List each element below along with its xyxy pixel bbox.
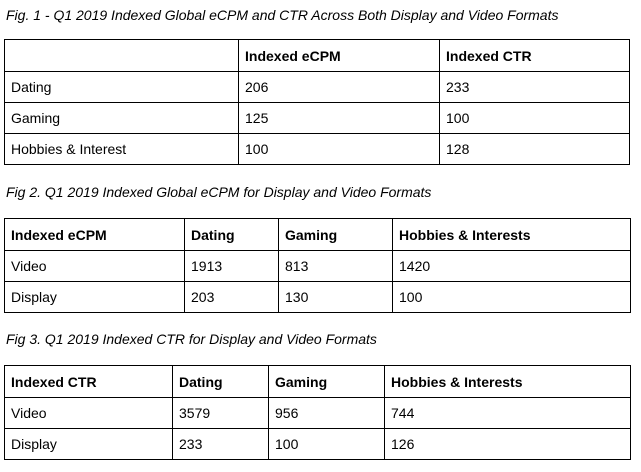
fig2-caption: Fig 2. Q1 2019 Indexed Global eCPM for D… (6, 184, 432, 200)
row-label: Video (4, 250, 185, 282)
table-cell: 956 (268, 397, 385, 429)
table-cell: 233 (439, 71, 630, 103)
fig2-table: Indexed eCPM Dating Gaming Hobbies & Int… (4, 218, 631, 313)
table-header-row: Indexed eCPM Dating Gaming Hobbies & Int… (4, 218, 631, 251)
table-cell: 125 (238, 102, 440, 134)
row-label: Display (4, 428, 173, 460)
table-cell: 126 (384, 428, 631, 460)
table-row: Video 1913 813 1420 (4, 250, 631, 282)
table-cell: 100 (392, 281, 631, 313)
table-cell: 203 (184, 281, 279, 313)
row-label: Gaming (4, 102, 239, 134)
header-cell (4, 39, 239, 72)
fig3-table: Indexed CTR Dating Gaming Hobbies & Inte… (4, 365, 631, 460)
table-cell: 3579 (172, 397, 269, 429)
row-label: Video (4, 397, 173, 429)
header-cell: Dating (172, 365, 269, 398)
table-cell: 1913 (184, 250, 279, 282)
table-cell: 233 (172, 428, 269, 460)
header-cell: Gaming (278, 218, 393, 251)
table-cell: 1420 (392, 250, 631, 282)
table-cell: 100 (238, 133, 440, 165)
table-row: Video 3579 956 744 (4, 397, 631, 429)
table-row: Display 203 130 100 (4, 281, 631, 313)
table-row: Hobbies & Interest 100 128 (4, 133, 630, 165)
header-cell: Indexed eCPM (238, 39, 440, 72)
header-cell: Indexed CTR (4, 365, 173, 398)
header-cell: Dating (184, 218, 279, 251)
fig1-table: Indexed eCPM Indexed CTR Dating 206 233 … (4, 39, 630, 165)
row-label: Display (4, 281, 185, 313)
table-row: Gaming 125 100 (4, 102, 630, 134)
header-cell: Gaming (268, 365, 385, 398)
row-label: Dating (4, 71, 239, 103)
table-cell: 100 (268, 428, 385, 460)
table-row: Display 233 100 126 (4, 428, 631, 460)
table-cell: 813 (278, 250, 393, 282)
table-cell: 100 (439, 102, 630, 134)
header-cell: Indexed eCPM (4, 218, 185, 251)
table-row: Dating 206 233 (4, 71, 630, 103)
table-cell: 206 (238, 71, 440, 103)
header-cell: Hobbies & Interests (384, 365, 631, 398)
row-label: Hobbies & Interest (4, 133, 239, 165)
fig3-caption: Fig 3. Q1 2019 Indexed CTR for Display a… (6, 331, 377, 347)
fig1-caption: Fig. 1 - Q1 2019 Indexed Global eCPM and… (6, 7, 559, 23)
table-cell: 744 (384, 397, 631, 429)
table-header-row: Indexed CTR Dating Gaming Hobbies & Inte… (4, 365, 631, 398)
table-cell: 130 (278, 281, 393, 313)
table-cell: 128 (439, 133, 630, 165)
header-cell: Hobbies & Interests (392, 218, 631, 251)
table-header-row: Indexed eCPM Indexed CTR (4, 39, 630, 72)
header-cell: Indexed CTR (439, 39, 630, 72)
